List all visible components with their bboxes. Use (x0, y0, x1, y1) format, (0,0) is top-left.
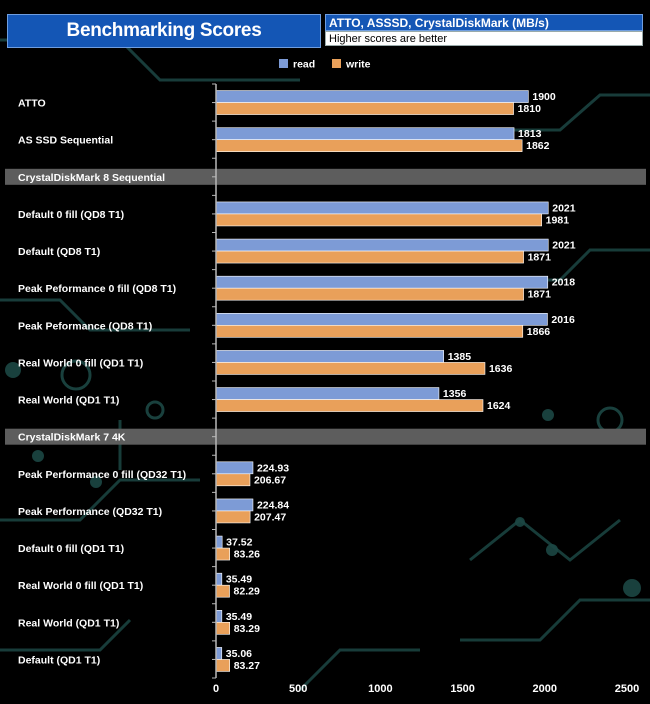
bar-read (215, 201, 549, 215)
chart-subtitle: ATTO, ASSSD, CrystalDiskMark (MB/s) (325, 14, 643, 31)
data-label-read: 2021 (552, 202, 576, 214)
category-label: Peak Performance 0 fill (QD32 T1) (18, 469, 186, 481)
bar-write (215, 362, 486, 375)
data-label-read: 224.93 (257, 462, 289, 474)
bar-read (215, 647, 223, 660)
data-label-write: 1871 (528, 252, 552, 264)
category-label: AS SSD Sequential (18, 135, 113, 147)
bar-write (215, 547, 230, 561)
data-label-write: 1636 (489, 363, 513, 375)
bar-read (215, 313, 548, 326)
bar-write (215, 102, 514, 115)
category-label: Default 0 fill (QD8 T1) (18, 209, 124, 221)
x-tick-label: 2000 (533, 683, 557, 695)
bar-write (215, 473, 251, 487)
data-label-read: 224.84 (257, 499, 289, 511)
data-label-write: 83.26 (234, 549, 260, 561)
x-tick-label: 1000 (368, 683, 392, 695)
data-label-read: 1813 (518, 128, 542, 140)
data-label-read: 2018 (552, 277, 576, 289)
data-label-write: 83.29 (234, 623, 260, 635)
bar-write (215, 250, 524, 264)
chart-title: Benchmarking Scores (7, 14, 321, 48)
bar-read (215, 275, 549, 289)
bar-write (215, 510, 251, 524)
data-label-read: 1385 (448, 351, 472, 363)
category-label: Default 0 fill (QD1 T1) (18, 543, 124, 555)
category-label: Peak Peformance 0 fill (QD8 T1) (18, 283, 176, 295)
bar-write (215, 584, 230, 598)
data-label-write: 1810 (518, 103, 542, 115)
data-label-read: 1900 (532, 91, 556, 103)
data-label-write: 82.29 (234, 586, 260, 598)
bar-write (215, 622, 230, 635)
category-label: Real World 0 fill (QD1 T1) (18, 357, 143, 369)
data-label-write: 1866 (527, 326, 551, 338)
bar-read (215, 610, 223, 623)
bar-read (215, 387, 440, 400)
data-label-read: 2016 (551, 314, 575, 326)
data-label-write: 207.47 (254, 511, 286, 523)
x-tick-label: 500 (289, 683, 307, 695)
section-label: CrystalDiskMark 8 Sequential (18, 172, 165, 184)
bar-write (215, 325, 524, 338)
bar-write (215, 659, 230, 672)
data-label-write: 1871 (528, 289, 552, 301)
bar-read (215, 238, 549, 252)
category-label: Default (QD8 T1) (18, 246, 100, 258)
data-label-write: 1862 (526, 140, 550, 152)
data-label-write: 83.27 (234, 660, 260, 672)
legend-label-read: read (293, 59, 315, 71)
category-label: ATTO (18, 98, 46, 110)
bar-write (215, 213, 542, 227)
category-label: Default (QD1 T1) (18, 654, 100, 666)
x-tick-label: 2500 (615, 683, 639, 695)
data-label-read: 2021 (552, 240, 576, 252)
data-label-write: 206.67 (254, 474, 286, 486)
chart-note: Higher scores are better (325, 31, 643, 46)
category-label: Peak Performance (QD32 T1) (18, 506, 162, 518)
section-label: CrystalDiskMark 7 4K (18, 432, 126, 444)
bar-read (215, 350, 444, 363)
x-tick-label: 0 (213, 683, 219, 695)
bar-read (215, 498, 254, 512)
data-label-read: 37.52 (226, 537, 252, 549)
category-label: Real World (QD1 T1) (18, 617, 119, 629)
bar-read (215, 572, 223, 586)
bar-read (215, 90, 529, 103)
data-label-write: 1981 (546, 214, 570, 226)
bar-read (215, 461, 254, 475)
bar-write (215, 399, 484, 412)
bar-write (215, 287, 524, 301)
category-label: Peak Peformance (QD8 T1) (18, 320, 152, 332)
data-label-read: 35.06 (226, 648, 252, 660)
bar-read (215, 535, 223, 549)
data-label-read: 35.49 (226, 611, 252, 623)
legend-label-write: write (345, 59, 371, 71)
bar-write (215, 139, 523, 152)
category-label: Real World (QD1 T1) (18, 395, 119, 407)
legend-swatch-read (279, 59, 288, 68)
bar-read (215, 127, 515, 140)
x-tick-label: 1500 (450, 683, 474, 695)
category-label: Real World 0 fill (QD1 T1) (18, 580, 143, 592)
data-label-read: 1356 (443, 388, 467, 400)
legend-swatch-write (332, 59, 341, 68)
data-label-write: 1624 (487, 400, 511, 412)
section-band (5, 428, 646, 445)
data-label-read: 35.49 (226, 574, 252, 586)
section-band (5, 168, 646, 185)
